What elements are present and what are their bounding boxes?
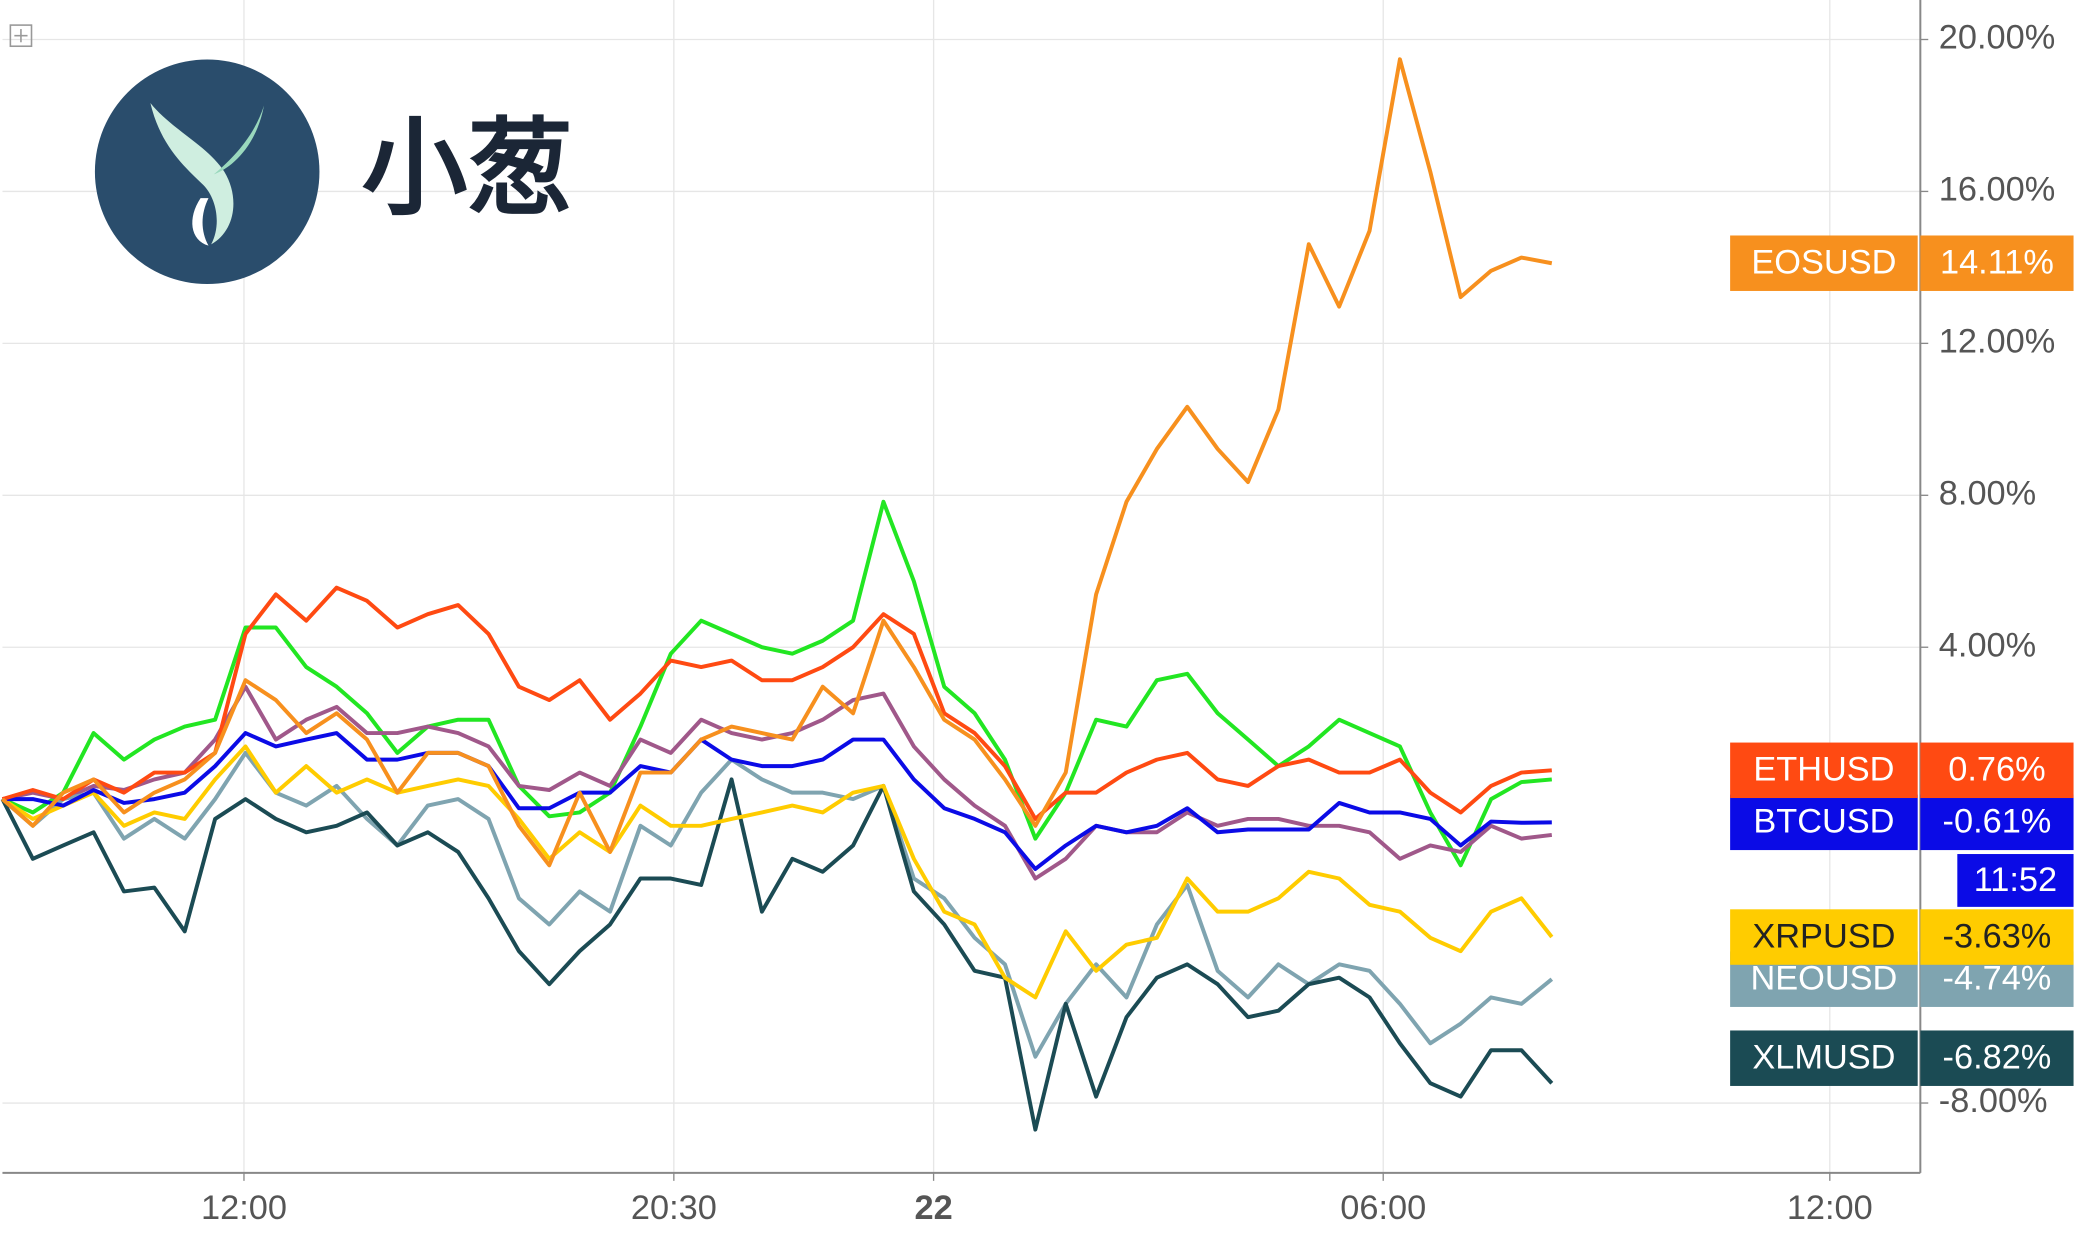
y-tick-label: 16.00% (1939, 171, 2055, 209)
x-tick-label: 20:30 (631, 1189, 717, 1227)
legend-badge (1730, 235, 1918, 291)
series-line (2, 731, 1552, 871)
logo-text: 小葱 (362, 110, 573, 228)
value-badge (1920, 794, 2074, 851)
legend-badge (1730, 909, 1918, 965)
toolbar-icon[interactable] (9, 24, 33, 48)
series-line (1, 585, 1552, 821)
value-label: 14.11% (1940, 244, 2054, 282)
value-label: -6.82% (1943, 1039, 2052, 1077)
value-label: -4.74% (1943, 960, 2052, 998)
x-tick-label: 06:00 (1340, 1189, 1426, 1227)
legend-badge (1730, 794, 1918, 851)
logo-leaf (192, 198, 209, 246)
legend-badge (1730, 1030, 1918, 1086)
logo-leaf (150, 103, 234, 245)
legend-name: XLMUSD (1752, 1039, 1895, 1077)
y-tick-label: 20.00% (1939, 19, 2055, 57)
legend-name: BTCUSD (1753, 803, 1894, 841)
value-badge (1920, 742, 2074, 799)
value-badge (1920, 235, 2074, 291)
legend-name: XRPUSD (1752, 917, 1895, 955)
legend-badge (1730, 742, 1918, 799)
labels: 20.00% 16.00% 12.00% 8.00% 4.00% -8.00% 12:00 2… (201, 19, 2074, 1227)
value-label: -3.63% (1943, 917, 2052, 955)
grid (2, 0, 1921, 1173)
lines (0, 57, 1554, 1132)
series-line (2, 684, 1553, 881)
countdown-badge (1957, 854, 2074, 907)
value-label: -0.61% (1943, 803, 2052, 841)
countdown-label: 11:52 (1974, 861, 2057, 899)
legend-name: EOSUSD (1751, 244, 1896, 282)
y-tick-label: 4.00% (1939, 626, 2036, 664)
x-tick-label: 12:00 (201, 1189, 287, 1227)
series-line (1, 499, 1552, 868)
value-badge (1920, 909, 2074, 965)
legend-name: NEOUSD (1750, 960, 1897, 998)
y-tick-label: 12.00% (1939, 322, 2055, 360)
value-badge (1920, 1030, 2074, 1086)
series-line (1, 57, 1553, 868)
y-tick-label: 8.00% (1939, 474, 2036, 512)
value-label: 0.76% (1948, 751, 2045, 789)
x-tick-label: 22 (914, 1189, 952, 1227)
logo: 小葱 (94, 59, 573, 284)
series-line (1, 750, 1554, 1059)
x-tick-label: 12:00 (1787, 1189, 1873, 1227)
series-line (0, 777, 1554, 1132)
y-tick-label: -8.00% (1939, 1082, 2048, 1120)
series-line (1, 744, 1554, 1000)
legend-name: ETHUSD (1753, 751, 1894, 789)
